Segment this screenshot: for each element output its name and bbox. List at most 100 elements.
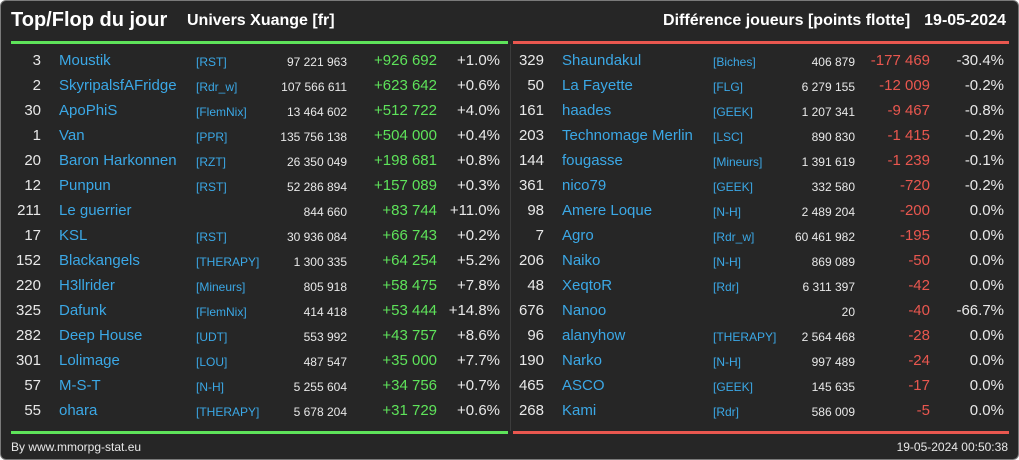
player-name-link[interactable]: Narko [562,352,603,369]
alliance-tag-link[interactable]: [GEEK] [713,105,754,119]
alliance-tag-link[interactable]: [FlemNix] [196,105,247,119]
points-difference: -40 [908,302,930,319]
universe-subtitle: Univers Xuange [fr] [187,12,335,29]
player-rank: 268 [518,402,544,419]
alliance-tag-link[interactable]: [N-H] [713,205,741,219]
alliance-tag-link[interactable]: [Rdr_w] [196,80,238,94]
alliance-tag-link[interactable]: [UDT] [196,330,228,344]
flop-player-row: 96 alanyhow [THERAPY] 2 564 468 -28 0.0% [511,324,1018,349]
alliance-tag-link[interactable]: [Mineurs] [713,155,763,169]
alliance-tag-link[interactable]: [Rdr] [713,280,740,294]
player-rank: 3 [32,52,41,69]
player-name-link[interactable]: nico79 [562,177,607,194]
player-name-link[interactable]: Van [59,127,85,144]
alliance-tag-link[interactable]: [FlemNix] [196,305,247,319]
player-points: 97 221 963 [286,55,347,69]
points-difference: -720 [899,177,930,194]
alliance-tag-link[interactable]: [GEEK] [713,380,754,394]
player-name-link[interactable]: Naiko [562,252,601,269]
points-difference: +64 254 [382,252,437,269]
alliance-tag-link[interactable]: [FLG] [713,80,744,94]
player-name-link[interactable]: ApoPhiS [59,102,118,119]
alliance-tag-link[interactable]: [PPR] [196,130,228,144]
player-name-link[interactable]: SkyripalsfAFridge [59,77,177,94]
alliance-tag-link[interactable]: [RZT] [196,155,226,169]
player-name-link[interactable]: fougasse [562,152,623,169]
player-name-link[interactable]: Baron Harkonnen [59,152,177,169]
player-points: 5 255 604 [293,380,347,394]
player-name-link[interactable]: Kami [562,402,597,419]
percent-change: 0.0% [969,352,1004,369]
alliance-tag-link[interactable]: [Mineurs] [196,280,246,294]
points-difference: +53 444 [382,302,437,319]
player-name-link[interactable]: La Fayette [562,77,633,94]
points-difference: +623 642 [374,77,437,94]
credit-link[interactable]: By www.mmorpg-stat.eu [11,440,142,454]
flop-player-row: 50 La Fayette [FLG] 6 279 155 -12 009 -0.2% [511,74,1018,99]
top-player-row: 282 Deep House [UDT] 553 992 +43 757 +8.6% [1,324,510,349]
alliance-tag-link[interactable]: [Rdr_w] [713,230,755,244]
points-difference: -42 [908,277,930,294]
alliance-tag-link[interactable]: [N-H] [713,355,741,369]
player-name-link[interactable]: Blackangels [59,252,140,269]
alliance-tag-link[interactable]: [Rdr] [713,405,740,419]
alliance-tag-link[interactable]: [RST] [196,55,227,69]
flop-player-row: 329 Shaundakul [Biches] 406 879 -177 469 -30.… [511,49,1018,74]
top-player-row: 12 Punpun [RST] 52 286 894 +157 089 +0.3% [1,174,510,199]
player-name-link[interactable]: XeqtoR [562,277,613,294]
metric-title: Différence joueurs [points flotte] [663,12,911,29]
player-name-link[interactable]: KSL [59,227,88,244]
percent-change: +0.6% [457,77,500,94]
player-points: 1 207 341 [801,105,855,119]
player-rank: 203 [518,127,544,144]
alliance-tag-link[interactable]: [Biches] [713,55,756,69]
percent-change: 0.0% [969,202,1004,219]
player-name-link[interactable]: Technomage Merlin [562,127,693,144]
player-points: 1 300 335 [293,255,347,269]
percent-change: +1.0% [457,52,500,69]
player-points: 20 [841,305,855,319]
alliance-tag-link[interactable]: [THERAPY] [196,255,260,269]
player-name-link[interactable]: Le guerrier [59,202,132,219]
alliance-tag-link[interactable]: [N-H] [713,255,741,269]
player-name-link[interactable]: Deep House [59,327,143,344]
player-name-link[interactable]: Lolimage [59,352,120,369]
player-name-link[interactable]: haades [562,102,612,119]
flop-player-row: 190 Narko [N-H] 997 489 -24 0.0% [511,349,1018,374]
player-points: 332 580 [811,180,855,194]
alliance-tag-link[interactable]: [GEEK] [713,180,754,194]
alliance-tag-link[interactable]: [RST] [196,230,227,244]
player-name-link[interactable]: ohara [59,402,98,419]
player-name-link[interactable]: Shaundakul [562,52,642,69]
player-name-link[interactable]: alanyhow [562,327,626,344]
percent-change: +7.8% [457,277,500,294]
player-points: 997 489 [811,355,855,369]
flop-player-row: 268 Kami [Rdr] 586 009 -5 0.0% [511,399,1018,424]
percent-change: -0.2% [964,77,1004,94]
player-name-link[interactable]: M-S-T [59,377,101,394]
player-points: 553 992 [303,330,347,344]
player-points: 2 564 468 [801,330,855,344]
points-difference: -195 [899,227,930,244]
percent-change: -66.7% [956,302,1004,319]
player-name-link[interactable]: ASCO [562,377,605,394]
alliance-tag-link[interactable]: [THERAPY] [713,330,777,344]
player-name-link[interactable]: Punpun [59,177,111,194]
player-name-link[interactable]: Dafunk [59,302,107,319]
player-name-link[interactable]: Moustik [59,52,111,69]
points-difference: +504 000 [374,127,437,144]
player-name-link[interactable]: H3llrider [59,277,115,294]
alliance-tag-link[interactable]: [LOU] [196,355,228,369]
player-rank: 57 [24,377,41,394]
alliance-tag-link[interactable]: [N-H] [196,380,224,394]
player-name-link[interactable]: Amere Loque [562,202,653,219]
percent-change: 0.0% [969,327,1004,344]
player-name-link[interactable]: Nanoo [562,302,607,319]
percent-change: +0.4% [457,127,500,144]
player-name-link[interactable]: Agro [562,227,594,244]
alliance-tag-link[interactable]: [RST] [196,180,227,194]
alliance-tag-link[interactable]: [LSC] [713,130,744,144]
player-rank: 465 [518,377,544,394]
alliance-tag-link[interactable]: [THERAPY] [196,405,260,419]
points-difference: -200 [899,202,930,219]
